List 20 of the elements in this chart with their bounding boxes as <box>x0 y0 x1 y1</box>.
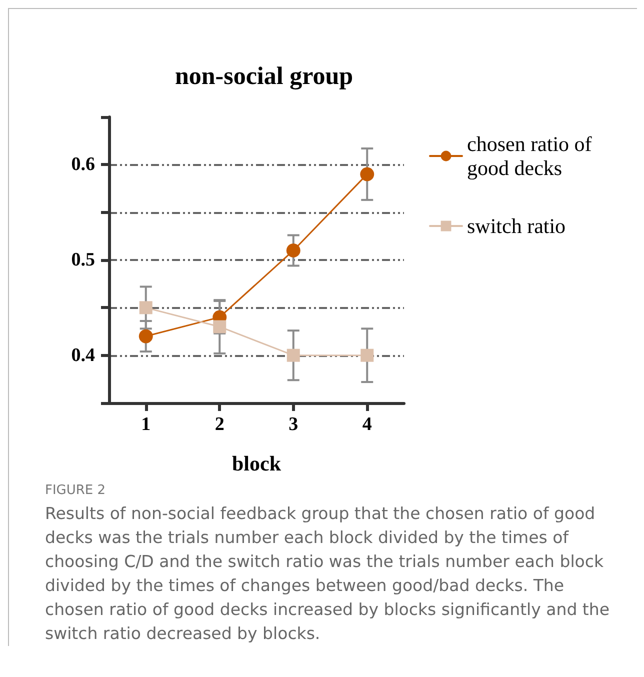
legend-label: switch ratio <box>467 214 566 238</box>
legend-label: chosen ratio of good decks <box>467 132 598 180</box>
point <box>360 167 374 182</box>
y-tick-label: 0.6 <box>71 154 95 176</box>
x-tick-label: 4 <box>362 414 372 435</box>
point <box>286 243 300 258</box>
text: Results of non-social feedback group that the chosen ratio of good decks was the trials number each block divided by the times of choosing C/D and the switch ratio was the trials number each block divided by the times of changes between good/bad decks. The chosen ratio of good decks increased by blocks significantly and the switch ratio decreased by blocks. <box>45 503 611 645</box>
x-tick-label: 3 <box>288 414 298 435</box>
point <box>139 301 152 314</box>
caption: FIGURE 2 <box>45 483 107 498</box>
point <box>213 320 226 334</box>
point <box>138 329 153 344</box>
chart-title: non-social group <box>174 63 354 90</box>
x-tick-label: 1 <box>141 414 151 435</box>
y-tick-label: 0.4 <box>71 344 96 366</box>
x-axis-title: block <box>232 452 282 476</box>
point <box>286 348 300 362</box>
y-tick-label: 0.5 <box>71 250 95 270</box>
x-tick-label: 2 <box>214 414 224 435</box>
point <box>360 348 374 362</box>
